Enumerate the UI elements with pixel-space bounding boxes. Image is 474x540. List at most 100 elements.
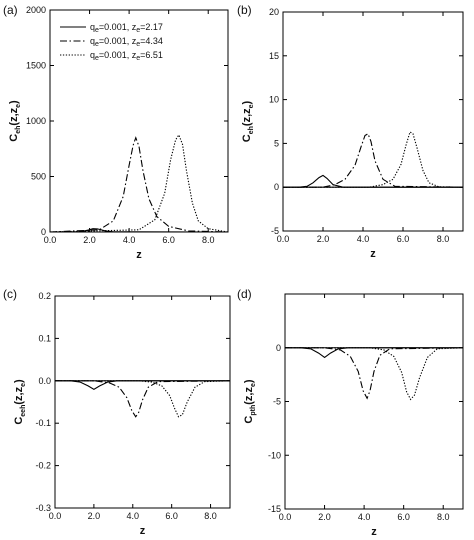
series-line-solid (49, 228, 229, 233)
y-tick-label: -5 (271, 226, 279, 236)
y-axis-label-part: e (20, 383, 27, 387)
legend-entry-part: e (95, 27, 99, 34)
y-tick-label: 0.2 (38, 291, 51, 301)
y-tick-label: 1000 (26, 116, 46, 126)
panel-label: (d) (237, 287, 252, 301)
x-tick-label: 8.0 (437, 234, 450, 244)
panel-label: (b) (237, 3, 252, 17)
y-axis-label-part: C (13, 417, 25, 425)
x-axis-label: z (370, 248, 376, 260)
y-tick-label: -10 (268, 450, 281, 460)
x-tick-label: 2.0 (83, 235, 96, 245)
y-tick-label: 20 (269, 7, 279, 17)
x-tick-label: 0.0 (279, 512, 292, 522)
legend-entry-part: =4.34 (140, 36, 163, 46)
y-axis-label-part: ) (241, 100, 253, 104)
y-axis-label-part: C (243, 416, 255, 424)
x-tick-label: 6.0 (162, 235, 175, 245)
y-axis-label-part: ) (13, 379, 25, 383)
legend-entry-part: z (132, 50, 137, 60)
y-axis-label: Ceeh(z,ze) (13, 379, 27, 425)
y-tick-label: 0 (274, 182, 279, 192)
legend-entry-text: qe=0.001, ze=2.17 (90, 22, 163, 34)
y-axis-label-part: e (250, 383, 257, 387)
legend-entry-part: e (136, 55, 140, 62)
y-tick-label: 15 (269, 51, 279, 61)
chart-panel-4: 0.0 2.0 4.0 6.0 8.0 -15 -10 -5 0 (d) z Cpth(z,ze) (237, 287, 464, 538)
series-line-dotted (285, 347, 464, 401)
series-line-solid (55, 380, 230, 390)
y-axis-label-part: ) (243, 379, 255, 383)
x-tick-label: 4.0 (123, 235, 136, 245)
x-tick-label: 4.0 (357, 234, 370, 244)
y-axis-label-part: C (8, 134, 20, 142)
chart-panel-1: 0.0 2.0 4.0 6.0 8.0 0 500 1000 1500 2000 (a) z Ceh(z… (3, 3, 229, 261)
x-tick-label: 4.0 (358, 512, 371, 522)
y-tick-label: -15 (268, 504, 281, 514)
x-tick-label: 8.0 (437, 512, 450, 522)
y-tick-label: 1500 (26, 61, 46, 71)
y-tick-label: -0.3 (35, 503, 51, 513)
plot-frame (54, 295, 231, 509)
y-axis-label-part: (z,z (13, 386, 25, 404)
series-line-dashdot (55, 380, 231, 418)
y-tick-label: 0 (41, 227, 46, 237)
panel-label: (c) (3, 287, 17, 301)
y-axis-label-part: e (15, 104, 22, 108)
chart-panel-3: 0.0 2.0 4.0 6.0 8.0 -0.3 -0.2 -0.1 0.0 0.1 0.2 (c) z… (3, 287, 231, 537)
y-axis-label: Ceh(z,ze) (8, 100, 22, 142)
x-tick-label: 6.0 (165, 511, 178, 521)
legend-entry-part: e (95, 55, 99, 62)
legend-entry-part: =6.51 (140, 50, 163, 60)
x-tick-label: 8.0 (202, 235, 215, 245)
series-line-dashdot (283, 133, 464, 188)
x-tick-label: 0.0 (44, 235, 57, 245)
legend-entry-part: e (95, 41, 99, 48)
chart-panel-2: 0.0 2.0 4.0 6.0 8.0 -5 0 5 10 15 20 (b) z Ceh(z,ze) (237, 3, 464, 260)
x-tick-label: 2.0 (88, 511, 101, 521)
y-axis-label-part: (z,z (243, 387, 255, 405)
legend-entry-part: e (136, 27, 140, 34)
legend-entry-part: =0.001, (99, 50, 132, 60)
y-tick-label: 2000 (26, 5, 46, 15)
series-line-dashdot (285, 347, 464, 400)
y-axis-label: Cpth(z,ze) (243, 379, 257, 423)
legend-entry-part: =0.001, (99, 36, 132, 46)
legend-entry-part: e (136, 41, 140, 48)
y-tick-label: 0.0 (38, 376, 51, 386)
legend-entry-text: qe=0.001, ze=6.51 (90, 50, 163, 62)
y-axis-label-part: eeh (20, 405, 27, 417)
y-axis-label-part: (z,z (8, 107, 20, 125)
series-line-dotted (49, 133, 229, 233)
y-axis-label-part: eh (248, 126, 255, 134)
y-tick-label: 0 (276, 343, 281, 353)
series-line-dashdot (49, 136, 229, 233)
y-tick-label: 500 (31, 172, 46, 182)
y-tick-label: -0.2 (35, 461, 51, 471)
x-tick-label: 6.0 (397, 234, 410, 244)
series-line-dotted (283, 131, 464, 188)
legend-entry-text: qe=0.001, ze=4.34 (90, 36, 163, 48)
y-axis-label: Ceh(z,ze) (241, 100, 255, 142)
legend-entry-part: q (90, 50, 95, 60)
y-tick-label: -5 (273, 397, 281, 407)
x-axis-label: z (140, 525, 146, 537)
x-tick-label: 0.0 (49, 511, 62, 521)
x-tick-label: 2.0 (317, 234, 330, 244)
legend-entry-part: z (132, 36, 137, 46)
y-tick-label: 5 (274, 138, 279, 148)
y-tick-label: 10 (269, 95, 279, 105)
legend-entry-part: =0.001, (99, 22, 132, 32)
legend-entry-part: z (132, 22, 137, 32)
y-axis-label-part: pth (250, 405, 257, 416)
y-tick-label: -0.1 (35, 418, 51, 428)
x-axis-label: z (136, 249, 142, 261)
panel-label: (a) (3, 3, 18, 17)
y-axis-label-part: C (241, 134, 253, 142)
x-tick-label: 0.0 (277, 234, 290, 244)
y-axis-label-part: eh (15, 126, 22, 134)
x-axis-label: z (371, 526, 377, 538)
x-tick-label: 2.0 (318, 512, 331, 522)
